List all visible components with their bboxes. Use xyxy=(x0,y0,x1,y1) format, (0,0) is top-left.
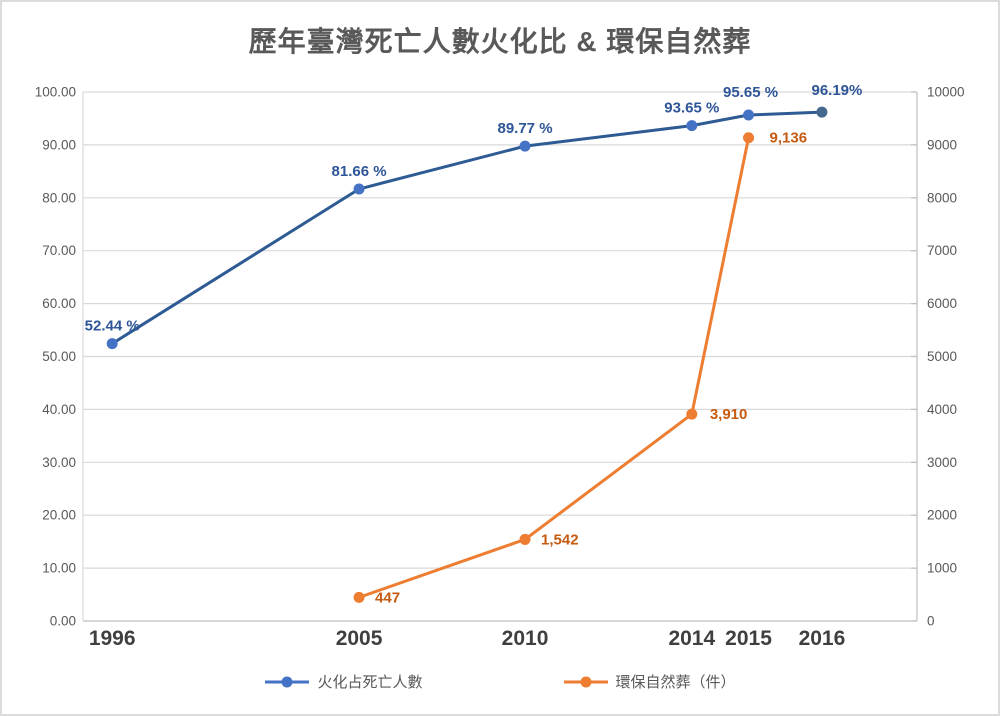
data-point-marker xyxy=(816,106,828,118)
right-axis-tick-label: 4000 xyxy=(927,402,957,417)
chart-title: 歷年臺灣死亡人數火化比 & 環保自然葬 xyxy=(248,26,752,57)
data-point-marker xyxy=(519,533,531,545)
left-axis-tick-label: 20.00 xyxy=(42,508,76,523)
right-axis-tick-label: 1000 xyxy=(927,561,957,576)
legend-item-natural-burial: 環保自然葬（件） xyxy=(563,671,736,692)
right-axis-tick-label: 5000 xyxy=(927,349,957,364)
data-label: 95.65 % xyxy=(723,84,778,101)
legend: 火化占死亡人數 環保自然葬（件） xyxy=(2,671,998,692)
x-axis-tick-label: 2016 xyxy=(799,627,846,650)
x-axis-tick-label: 2015 xyxy=(725,627,772,650)
x-axis-tick-label: 2014 xyxy=(668,627,715,650)
left-axis-tick-label: 50.00 xyxy=(42,349,76,364)
data-point-marker xyxy=(686,120,698,132)
left-axis-tick-label: 80.00 xyxy=(42,190,76,205)
left-axis-tick-label: 10.00 xyxy=(42,561,76,576)
data-label: 89.77 % xyxy=(497,120,552,137)
data-label: 447 xyxy=(375,589,400,606)
data-label: 52.44 % xyxy=(85,318,140,335)
left-axis-tick-label: 40.00 xyxy=(42,402,76,417)
data-label: 1,542 xyxy=(541,531,579,548)
data-point-marker xyxy=(519,140,531,152)
right-axis-tick-label: 8000 xyxy=(927,190,957,205)
data-point-marker xyxy=(353,591,365,603)
data-point-marker xyxy=(743,109,755,121)
left-axis-tick-label: 70.00 xyxy=(42,243,76,258)
right-axis-tick-label: 3000 xyxy=(927,455,957,470)
right-axis-tick-label: 6000 xyxy=(927,296,957,311)
data-label: 96.19% xyxy=(811,82,862,99)
x-axis-tick-label: 2010 xyxy=(502,627,549,650)
x-axis-tick-label: 2005 xyxy=(336,627,383,650)
data-label: 93.65 % xyxy=(664,100,719,117)
data-label: 9,136 xyxy=(770,130,808,147)
data-point-marker xyxy=(353,183,365,195)
legend-marker-natural-burial-icon xyxy=(563,676,608,687)
left-axis-tick-label: 30.00 xyxy=(42,455,76,470)
data-label: 3,910 xyxy=(710,406,748,423)
left-axis-tick-label: 0.00 xyxy=(50,614,76,629)
legend-label-natural-burial: 環保自然葬（件） xyxy=(615,674,736,691)
left-axis-tick-label: 60.00 xyxy=(42,296,76,311)
x-axis-tick-label: 1996 xyxy=(89,627,136,650)
legend-item-cremation: 火化占死亡人數 xyxy=(264,671,423,692)
right-axis-tick-label: 7000 xyxy=(927,243,957,258)
data-point-marker xyxy=(106,338,118,350)
right-axis-tick-label: 0 xyxy=(927,614,935,629)
legend-line-sample xyxy=(281,676,293,687)
left-axis-tick-label: 90.00 xyxy=(42,137,76,152)
data-point-marker xyxy=(686,408,698,420)
data-point-marker xyxy=(743,132,755,144)
right-axis-tick-label: 9000 xyxy=(927,137,957,152)
legend-line-sample xyxy=(580,676,591,687)
right-axis-tick-label: 2000 xyxy=(927,508,957,523)
data-label: 81.66 % xyxy=(332,163,387,180)
legend-label-cremation: 火化占死亡人數 xyxy=(317,674,423,691)
legend-marker-cremation-icon xyxy=(265,676,310,687)
series-line-0 xyxy=(110,110,824,346)
left-axis-tick-label: 100.00 xyxy=(35,85,76,100)
series-line-1 xyxy=(357,136,751,599)
right-axis-tick-label: 10000 xyxy=(927,85,965,100)
